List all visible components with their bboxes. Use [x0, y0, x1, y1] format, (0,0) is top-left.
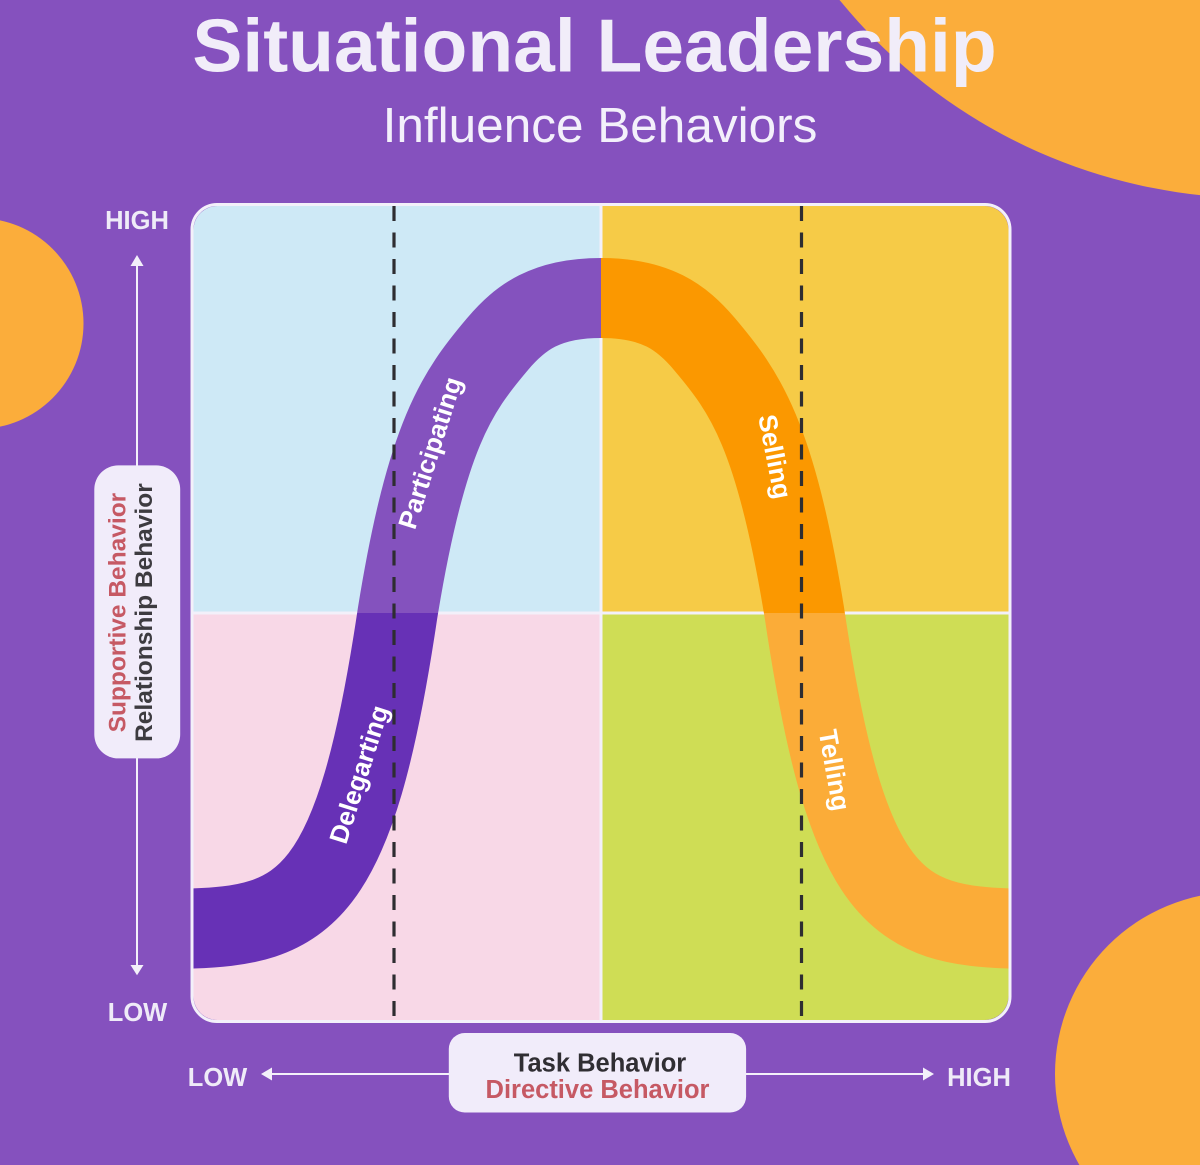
svg-text:Influence Behaviors: Influence Behaviors	[383, 98, 818, 153]
svg-text:LOW: LOW	[188, 1064, 248, 1092]
svg-text:Directive Behavior: Directive Behavior	[486, 1076, 710, 1104]
svg-text:HIGH: HIGH	[105, 207, 169, 235]
svg-text:Relationship Behavior: Relationship Behavior	[131, 483, 158, 742]
svg-text:LOW: LOW	[108, 999, 168, 1027]
svg-text:Situational Leadership: Situational Leadership	[192, 4, 996, 88]
svg-text:Task Behavior: Task Behavior	[514, 1050, 687, 1078]
svg-text:Supportive Behavior: Supportive Behavior	[104, 492, 131, 732]
svg-text:HIGH: HIGH	[947, 1064, 1011, 1092]
